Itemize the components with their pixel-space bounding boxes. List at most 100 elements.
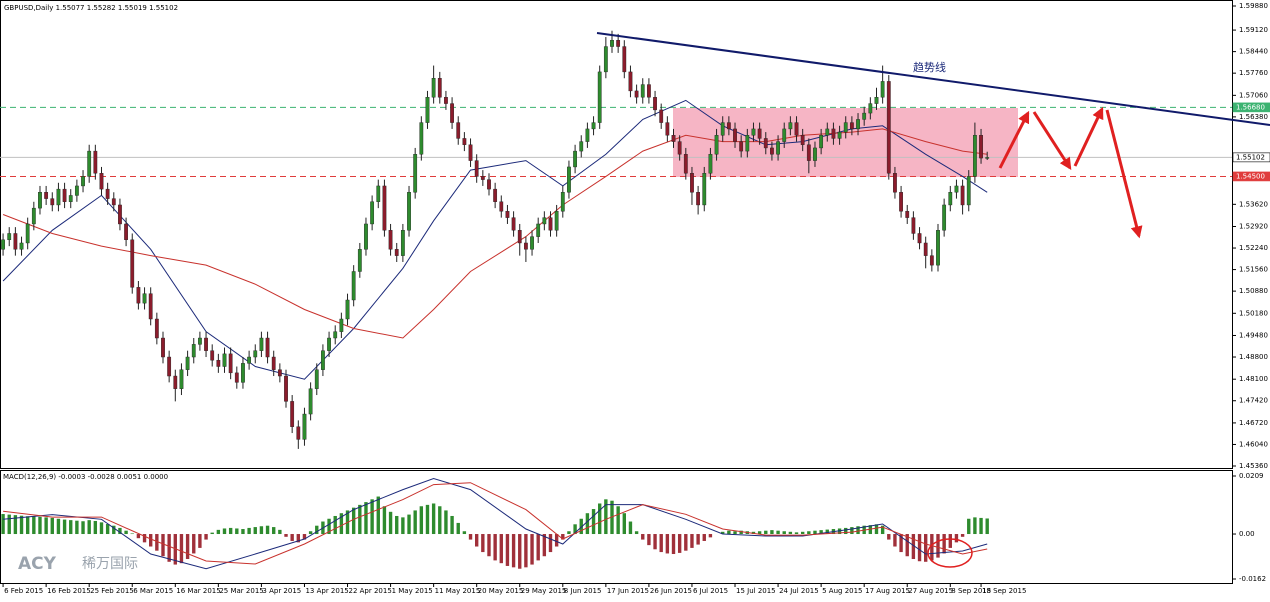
- macd-bar: [924, 534, 928, 562]
- macd-bar: [764, 530, 768, 535]
- candle-body: [62, 188, 67, 202]
- macd-bar: [659, 534, 663, 553]
- candle-body: [487, 179, 491, 190]
- trendline-label: 趋势线: [913, 60, 946, 74]
- macd-bar: [505, 534, 510, 566]
- x-tick-label: 1 May 2015: [392, 587, 433, 595]
- candle-body: [948, 192, 953, 206]
- candle-body: [622, 46, 627, 73]
- candle-body: [530, 236, 534, 250]
- macd-bar: [32, 516, 36, 535]
- macd-panel-frame: [0, 470, 1233, 584]
- y-tick-label: 1.58440: [1239, 48, 1268, 56]
- candle-body: [745, 135, 750, 152]
- macd-bar: [536, 534, 540, 561]
- candle-body: [425, 97, 430, 123]
- x-tick-label: 6 Feb 2015: [4, 587, 43, 595]
- candle-body: [628, 71, 633, 92]
- candle-body: [505, 211, 510, 218]
- candle-body: [782, 128, 787, 142]
- macd-bar: [431, 503, 436, 535]
- macd-bar: [671, 534, 676, 555]
- x-tick-label: 22 Apr 2015: [349, 587, 392, 595]
- candle-body: [357, 249, 362, 272]
- candle-body: [191, 344, 196, 358]
- candle-body: [44, 192, 49, 199]
- macd-bar: [899, 534, 903, 553]
- macd-bar: [647, 534, 651, 546]
- candle-body: [647, 84, 651, 98]
- macd-bar: [819, 530, 823, 535]
- y-tick-label: 1.51560: [1239, 266, 1268, 274]
- candle-body: [50, 198, 55, 206]
- candle-body: [38, 192, 42, 209]
- candle-body: [690, 173, 694, 193]
- forecast-arrow: [1073, 106, 1104, 167]
- candle-body: [942, 204, 947, 231]
- macd-bar: [44, 517, 48, 535]
- macd-bar: [185, 534, 190, 560]
- candle-body: [13, 233, 18, 250]
- y-tick-label: 0.0209: [1239, 472, 1264, 480]
- candle-body: [462, 138, 467, 145]
- macd-bar: [677, 534, 682, 553]
- macd-bar: [788, 531, 793, 535]
- candle-body: [228, 353, 233, 374]
- candle-body: [7, 233, 12, 241]
- y-tick-label: 1.57060: [1239, 91, 1268, 99]
- macd-bar: [327, 518, 331, 535]
- candle-body: [868, 103, 873, 114]
- y-tick-label: 1.49480: [1239, 331, 1268, 339]
- macd-bar: [690, 534, 694, 548]
- x-tick-label: 13 Apr 2015: [305, 587, 348, 595]
- candle-body: [554, 211, 559, 231]
- macd-bar: [284, 534, 288, 537]
- macd-bar: [278, 529, 282, 535]
- candle-body: [671, 135, 676, 142]
- candle-body: [560, 192, 565, 212]
- candle-body: [788, 122, 793, 130]
- candle-body: [247, 356, 251, 364]
- candle-body: [800, 135, 805, 145]
- macd-bar: [948, 534, 952, 548]
- macd-bar: [776, 530, 780, 535]
- macd-bar: [850, 527, 854, 535]
- macd-bar: [259, 526, 264, 535]
- logo: ACY: [18, 554, 57, 574]
- candle-body: [493, 188, 498, 202]
- candle-body: [376, 185, 381, 202]
- frame: [0, 0, 1233, 584]
- macd-bar: [339, 513, 344, 535]
- macd-bar: [69, 520, 73, 535]
- macd-bar: [696, 534, 700, 545]
- candle-body: [154, 318, 159, 339]
- macd-bar: [425, 504, 430, 535]
- price-tag: [1232, 102, 1270, 113]
- candle-body: [327, 337, 331, 351]
- macd-bar: [813, 530, 817, 535]
- candle-body: [271, 356, 276, 370]
- macd-bar: [739, 530, 743, 535]
- y-tick-label: 1.48800: [1239, 353, 1268, 361]
- x-tick-label: 24 Jul 2015: [779, 587, 819, 595]
- macd-bar: [634, 531, 639, 535]
- macd-bar: [628, 521, 633, 535]
- macd-bar: [887, 534, 891, 540]
- candle-body: [634, 90, 639, 98]
- y-tick-label: -0.0162: [1239, 575, 1266, 583]
- macd-bar: [616, 506, 620, 535]
- macd-bar: [499, 534, 503, 564]
- macd-bar: [130, 533, 134, 535]
- price-tag-label: 1.55102: [1236, 153, 1265, 161]
- macd-bar: [960, 534, 965, 537]
- candle-body: [726, 122, 731, 130]
- candle-body: [585, 128, 590, 142]
- macd-bar: [825, 529, 829, 535]
- macd-bar: [468, 534, 473, 540]
- candle-body: [118, 204, 122, 225]
- candle-body: [419, 122, 424, 155]
- macd-bar: [493, 534, 497, 561]
- y-tick-label: 1.53620: [1239, 200, 1268, 208]
- macd-bar: [794, 532, 799, 535]
- y-tick-label: 1.50180: [1239, 309, 1268, 317]
